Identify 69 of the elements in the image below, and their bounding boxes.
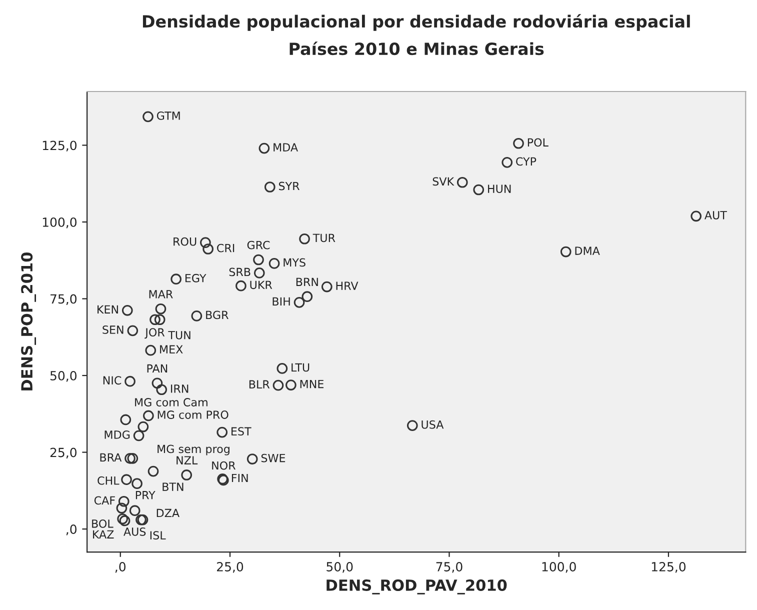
annotation: EST <box>232 427 252 436</box>
x-tick-label: 100,0 <box>542 562 576 573</box>
y-tick-label: 75,0 <box>50 294 77 305</box>
chart-title: Densidade populacional por densidade rodoviária espacial <box>142 14 690 31</box>
annotation: ISL <box>150 531 166 540</box>
annotation: MAR <box>149 290 173 298</box>
y-tick-label: ,0 <box>66 524 77 536</box>
annotation: CRI <box>217 244 234 252</box>
annotation: CYP <box>516 157 536 166</box>
annotation: MG com Cam <box>135 398 208 406</box>
annotation: DMA <box>575 246 600 255</box>
annotation: JOR <box>144 328 165 339</box>
annotation: DZA <box>156 508 180 518</box>
annotation: POL <box>528 138 548 147</box>
annotation: BIH <box>272 297 290 306</box>
annotation: IRN <box>171 384 188 393</box>
annotation: GTM <box>156 111 180 120</box>
x-tick-label: 50,0 <box>326 562 353 573</box>
annotation: SWE <box>261 454 286 462</box>
annotation: PAN <box>147 364 168 373</box>
x-tick-label: ,0 <box>115 562 126 573</box>
annotation: SVK <box>432 177 454 186</box>
annotation: BOL <box>92 519 114 528</box>
annotation: CAF <box>94 496 115 505</box>
annotation: FIN <box>232 474 248 482</box>
annotation: TUN <box>168 331 190 340</box>
annotation: AUT <box>704 211 727 220</box>
y-tick-label: 100,0 <box>42 217 77 228</box>
y-tick-label: 125,0 <box>42 140 77 152</box>
annotation: MG sem prog <box>158 444 230 456</box>
annotation: KAZ <box>93 530 114 538</box>
y-axis-title: DENS_POP_2010 <box>21 252 36 390</box>
annotation: BTN <box>162 482 184 491</box>
annotation: MNE <box>300 380 324 388</box>
annotation: BRN <box>296 278 318 286</box>
annotation: BLR <box>249 380 270 388</box>
annotation: BRA <box>100 453 122 462</box>
x-tick-label: 75,0 <box>436 562 462 573</box>
annotation: NIC <box>103 376 122 385</box>
annotation: MG com PRO <box>158 410 228 419</box>
annotation: MDG <box>104 430 130 439</box>
annotation: HUN <box>488 184 511 193</box>
chart-subtitle: Países 2010 e Minas Gerais <box>290 42 544 56</box>
annotation: TUR <box>312 234 336 242</box>
annotation: MEX <box>160 345 183 354</box>
annotation: USA <box>422 420 444 429</box>
y-tick-label: 25,0 <box>50 448 77 458</box>
annotation: BGR <box>206 310 228 320</box>
x-tick-label: 125,0 <box>652 562 686 573</box>
annotation: LTU <box>292 363 310 372</box>
annotation: CHL <box>98 476 120 485</box>
annotation: MDA <box>274 143 298 152</box>
annotation: AUS <box>124 527 146 536</box>
annotation: MYS <box>284 258 306 267</box>
x-axis-title: DENS_ROD_PAV_2010 <box>326 579 507 594</box>
annotation: UKR <box>250 280 272 290</box>
annotation: HRV <box>336 282 358 290</box>
annotation: ROU <box>174 237 196 246</box>
y-tick-label: 50,0 <box>50 370 77 382</box>
annotation: SEN <box>102 326 124 334</box>
annotation: SYR <box>278 182 300 190</box>
annotation: KEN <box>98 305 118 314</box>
annotation: PRY <box>136 491 156 500</box>
annotation: GRC <box>247 240 270 250</box>
annotation: NOR <box>212 461 236 470</box>
annotation: SRB <box>229 268 250 276</box>
annotation: EGY <box>185 274 206 282</box>
annotation: NZL <box>176 456 198 464</box>
x-tick-label: 25,0 <box>217 562 244 573</box>
